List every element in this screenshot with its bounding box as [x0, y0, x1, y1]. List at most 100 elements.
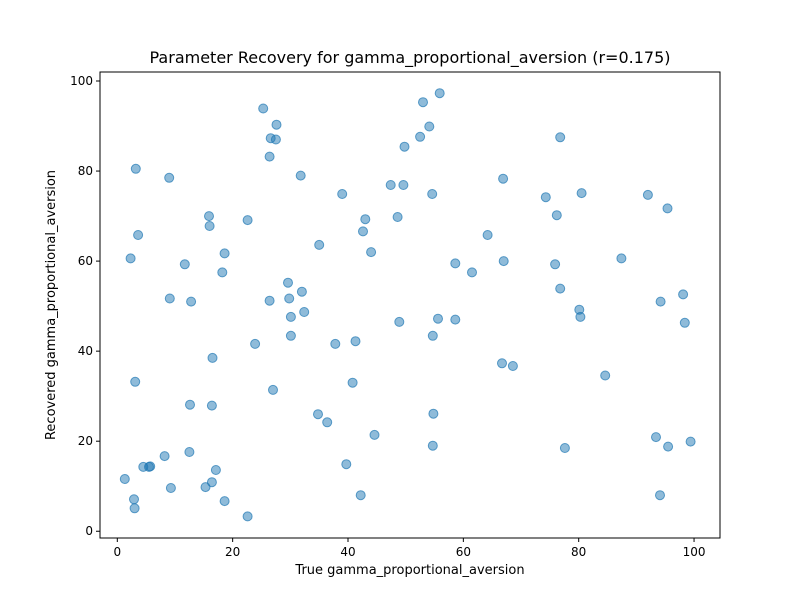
data-point-16	[398, 180, 409, 190]
y-tick-label: 40	[78, 344, 93, 358]
data-point-55	[433, 313, 443, 324]
data-point-13	[164, 172, 175, 183]
data-point-77	[369, 429, 380, 440]
data-point-18	[427, 189, 438, 199]
data-point-10	[264, 151, 275, 162]
data-point-89	[210, 465, 221, 475]
data-point-90	[119, 474, 130, 484]
data-point-32	[314, 239, 325, 250]
data-point-34	[366, 247, 377, 258]
x-axis-label: True gamma_proportional_aversion	[294, 563, 524, 578]
data-point-20	[540, 192, 551, 203]
data-point-22	[662, 203, 673, 214]
data-point-6	[270, 134, 281, 145]
data-point-4	[424, 121, 435, 132]
data-point-43	[283, 277, 293, 288]
data-point-12	[295, 170, 306, 181]
y-tick-label: 80	[78, 164, 93, 178]
data-point-30	[133, 230, 144, 240]
data-point-73	[206, 400, 217, 411]
chart-title: Parameter Recovery for gamma_proportiona…	[150, 48, 671, 68]
data-point-84	[159, 451, 170, 462]
data-point-23	[204, 211, 214, 222]
data-point-74	[313, 409, 323, 420]
data-point-27	[551, 210, 562, 221]
data-point-93	[165, 483, 176, 493]
data-point-1	[434, 88, 445, 99]
data-point-46	[164, 293, 175, 304]
data-point-40	[550, 259, 561, 270]
y-tick-label: 20	[78, 434, 93, 448]
y-tick-label: 60	[78, 254, 93, 268]
data-point-72	[185, 399, 195, 410]
data-point-26	[392, 212, 403, 222]
data-point-83	[184, 447, 195, 457]
data-point-85	[341, 459, 352, 470]
data-point-17	[337, 189, 348, 199]
data-point-24	[242, 215, 253, 226]
data-point-68	[600, 370, 611, 381]
data-point-42	[467, 267, 477, 278]
points-layer	[119, 88, 696, 522]
data-point-69	[130, 376, 141, 387]
data-point-61	[427, 330, 438, 341]
x-tick-label: 60	[456, 545, 471, 559]
data-point-45	[296, 286, 307, 297]
y-axis-label: Recovered gamma_proportional_aversion	[44, 170, 59, 440]
x-axis: 0 20 40 60 80 100	[113, 538, 705, 559]
data-point-67	[507, 361, 518, 371]
data-point-99	[242, 511, 253, 522]
data-point-25	[360, 214, 371, 225]
data-point-54	[285, 311, 296, 322]
data-point-94	[355, 490, 366, 501]
data-point-8	[555, 132, 566, 143]
data-point-82	[559, 443, 570, 453]
data-point-97	[219, 496, 230, 507]
data-point-7	[415, 131, 426, 142]
data-point-92	[200, 482, 211, 493]
x-tick-label: 80	[571, 545, 586, 559]
data-point-62	[350, 336, 361, 347]
x-tick-label: 40	[340, 545, 355, 559]
data-point-38	[450, 258, 461, 269]
data-point-2	[418, 97, 428, 108]
data-point-33	[219, 248, 230, 259]
data-point-80	[427, 440, 438, 451]
data-point-39	[498, 256, 509, 267]
data-point-60	[285, 330, 296, 341]
data-point-63	[250, 338, 261, 349]
data-point-41	[217, 267, 228, 278]
data-point-71	[268, 384, 278, 395]
data-point-14	[498, 173, 509, 184]
y-tick-label: 0	[85, 524, 93, 538]
plot-frame	[99, 71, 721, 539]
x-tick-label: 100	[683, 545, 706, 559]
data-point-29	[358, 226, 368, 237]
x-tick-label: 20	[225, 545, 240, 559]
data-point-0	[258, 103, 269, 114]
data-point-36	[616, 253, 627, 264]
x-tick-label: 0	[113, 545, 121, 559]
data-point-57	[575, 311, 586, 322]
data-point-51	[678, 289, 689, 300]
data-point-81	[663, 441, 674, 452]
data-point-3	[271, 119, 282, 130]
data-point-21	[642, 189, 653, 200]
data-point-78	[651, 432, 661, 443]
data-point-9	[399, 141, 410, 152]
data-point-59	[679, 317, 690, 328]
data-point-47	[186, 296, 197, 307]
data-point-95	[655, 490, 665, 501]
data-point-58	[394, 316, 405, 327]
data-point-19	[576, 188, 587, 199]
data-point-49	[284, 293, 295, 304]
data-point-64	[330, 338, 341, 349]
data-point-52	[299, 307, 310, 317]
data-point-35	[125, 253, 136, 264]
data-point-31	[482, 230, 493, 240]
data-point-96	[129, 494, 139, 505]
data-point-11	[130, 163, 141, 174]
data-point-37	[179, 259, 190, 270]
